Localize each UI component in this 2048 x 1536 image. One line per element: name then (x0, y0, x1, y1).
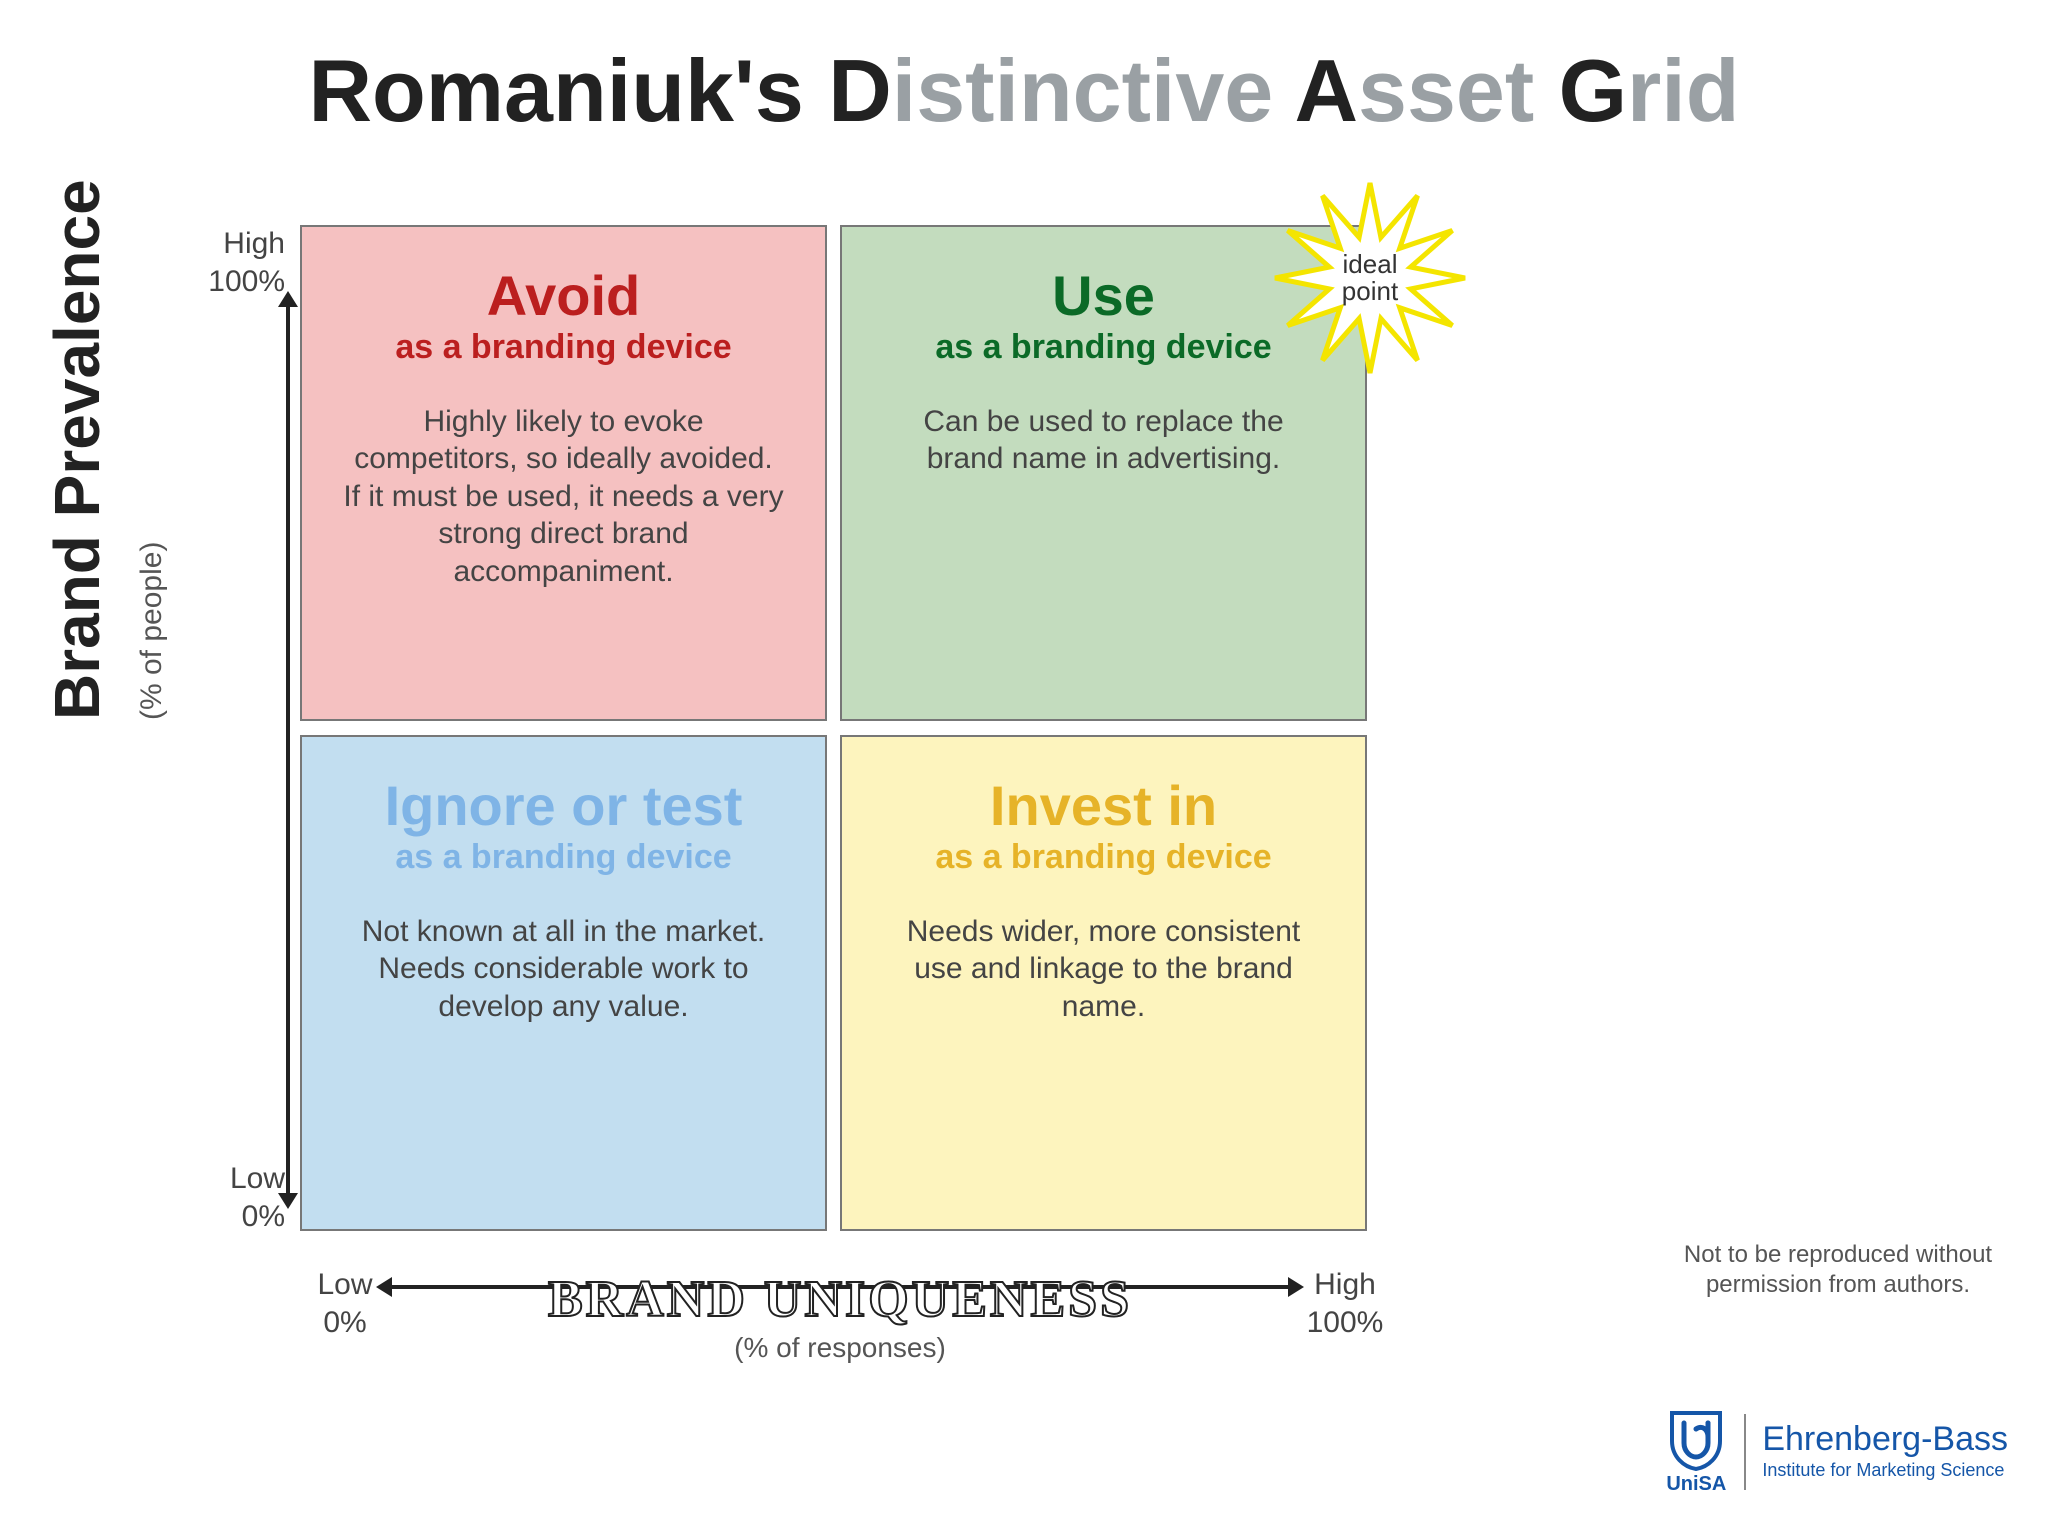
y-axis-high-value: 100% (195, 263, 285, 301)
y-axis-low-value: 0% (195, 1198, 285, 1236)
title-seg-3: sset (1358, 41, 1559, 140)
quadrant-ignore: Ignore or test as a branding device Not … (300, 735, 827, 1231)
title-seg-2: A (1294, 41, 1358, 140)
quadrant-use-heading: Use (882, 267, 1325, 326)
unisa-shield-icon (1664, 1407, 1728, 1471)
unisa-logo: UniSA (1664, 1407, 1728, 1496)
quadrant-avoid-heading: Avoid (342, 267, 785, 326)
x-axis-sub: (% of responses) (470, 1332, 1210, 1364)
y-axis-low: Low 0% (195, 1160, 285, 1235)
ideal-point-line2: point (1342, 278, 1398, 305)
y-axis-high: High 100% (195, 225, 285, 300)
quadrant-avoid-body: Highly likely to evoke competitors, so i… (342, 403, 785, 591)
copyright-text: Not to be reproduced without permission … (1668, 1240, 2008, 1300)
page-title: Romaniuk's Distinctive Asset Grid (0, 40, 2048, 142)
quadrant-ignore-sub: as a branding device (342, 838, 785, 877)
title-seg-4: G (1559, 41, 1627, 140)
eb-main: Ehrenberg-Bass (1762, 1422, 2008, 1456)
eb-sub: Institute for Marketing Science (1762, 1460, 2008, 1481)
logo-divider (1744, 1414, 1746, 1490)
x-axis-title: BRAND UNIQUENESS (470, 1270, 1210, 1335)
title-seg-1: istinctive (892, 41, 1295, 140)
y-axis-high-label: High (195, 225, 285, 263)
title-seg-0: Romaniuk's D (309, 41, 892, 140)
quadrant-invest-heading: Invest in (882, 777, 1325, 836)
ideal-point-line1: ideal (1343, 251, 1398, 278)
y-axis-sub: (% of people) (135, 542, 169, 720)
y-axis-title: Brand Prevalence (40, 179, 114, 720)
quadrant-ignore-heading: Ignore or test (342, 777, 785, 836)
footer-logos: UniSA Ehrenberg-Bass Institute for Marke… (1664, 1407, 2008, 1496)
x-axis-high-value: 100% (1300, 1304, 1390, 1342)
quadrant-invest-sub: as a branding device (882, 838, 1325, 877)
y-axis-low-label: Low (195, 1160, 285, 1198)
ehrenberg-bass-logo: Ehrenberg-Bass Institute for Marketing S… (1762, 1422, 2008, 1481)
page: Romaniuk's Distinctive Asset Grid High 1… (0, 0, 2048, 1536)
quadrant-invest: Invest in as a branding device Needs wid… (840, 735, 1367, 1231)
x-axis-low-value: 0% (300, 1304, 390, 1342)
quadrant-avoid-sub: as a branding device (342, 328, 785, 367)
quadrant-invest-body: Needs wider, more consistent use and lin… (882, 913, 1325, 1026)
quadrant-grid: Avoid as a branding device Highly likely… (300, 225, 1370, 1235)
svg-text:BRAND UNIQUENESS: BRAND UNIQUENESS (548, 1271, 1132, 1328)
unisa-label: UniSA (1666, 1473, 1726, 1496)
quadrant-avoid: Avoid as a branding device Highly likely… (300, 225, 827, 721)
y-axis-arrow (286, 305, 290, 1195)
quadrant-use-sub: as a branding device (882, 328, 1325, 367)
ideal-point-star: ideal point (1270, 178, 1470, 378)
quadrant-use-body: Can be used to replace the brand name in… (882, 403, 1325, 478)
quadrant-ignore-body: Not known at all in the market. Needs co… (342, 913, 785, 1026)
ideal-point-label: ideal point (1270, 178, 1470, 378)
title-seg-5: rid (1627, 41, 1739, 140)
x-axis-high-label: High (1300, 1266, 1390, 1304)
x-axis-high: High 100% (1300, 1266, 1390, 1341)
